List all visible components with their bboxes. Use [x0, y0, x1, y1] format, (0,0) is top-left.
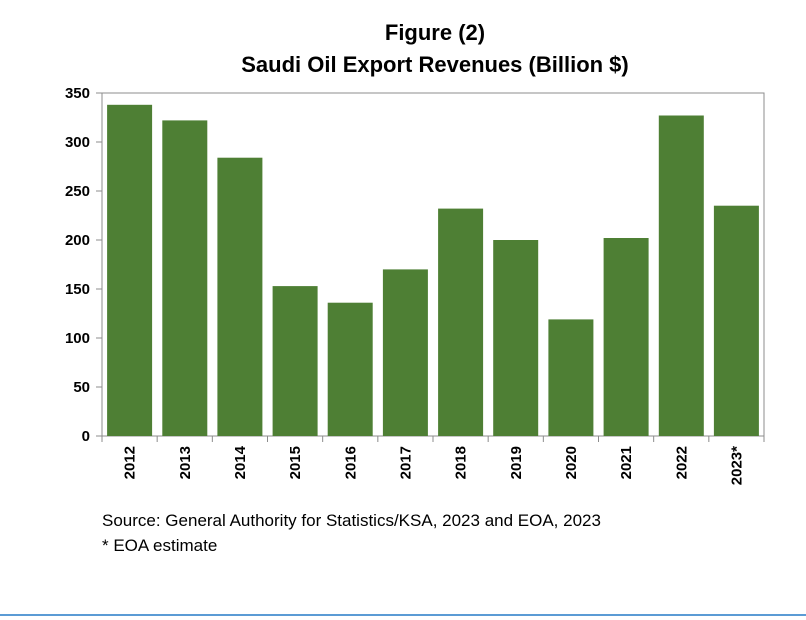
- x-tick-label: 2021: [618, 446, 635, 479]
- x-tick-label: 2016: [342, 446, 359, 479]
- bar-2015: [272, 286, 318, 436]
- chart-subtitle: Saudi Oil Export Revenues (Billion $): [241, 52, 629, 77]
- x-axis: 2012 2013 2014 2015 2016 2017 2018 2019 2020 2021…: [101, 436, 765, 485]
- bar-2022: [658, 115, 704, 436]
- bar-2019: [493, 240, 539, 436]
- x-tick-label: 2015: [287, 446, 304, 479]
- x-tick-label: 2022: [673, 446, 690, 479]
- y-tick-label: 250: [65, 183, 90, 200]
- x-tick-label: 2012: [122, 446, 139, 479]
- bar-2018: [438, 208, 484, 436]
- bar-group: [107, 104, 759, 437]
- bar-2020: [548, 319, 594, 436]
- y-axis: 0 50 100 150 200 250 300 350: [65, 85, 102, 445]
- bar-2012: [107, 104, 153, 437]
- x-tick-label: 2013: [177, 446, 194, 479]
- y-tick-label: 200: [65, 232, 90, 249]
- x-tick-label: 2019: [508, 446, 525, 479]
- y-tick-label: 350: [65, 85, 90, 102]
- bar-2014: [217, 157, 263, 436]
- bar-2021: [603, 238, 649, 436]
- bar-2013: [162, 120, 208, 437]
- x-tick-label: 2018: [453, 446, 470, 479]
- x-tick-label: 2014: [232, 445, 249, 479]
- x-tick-label: 2023*: [728, 446, 745, 485]
- y-tick-label: 50: [73, 379, 90, 396]
- y-tick-label: 100: [65, 330, 90, 347]
- bar-2017: [382, 269, 428, 436]
- footnote: * EOA estimate: [102, 536, 218, 555]
- y-tick-label: 150: [65, 281, 90, 298]
- y-tick-label: 300: [65, 134, 90, 151]
- y-tick-label: 0: [82, 428, 90, 445]
- bar-2016: [327, 302, 373, 436]
- chart-title: Figure (2): [385, 20, 485, 45]
- x-tick-label: 2020: [563, 446, 580, 479]
- source-note: Source: General Authority for Statistics…: [102, 511, 601, 530]
- x-tick-label: 2017: [397, 446, 414, 479]
- bottom-divider: [0, 614, 806, 616]
- bar-2023*: [713, 205, 759, 436]
